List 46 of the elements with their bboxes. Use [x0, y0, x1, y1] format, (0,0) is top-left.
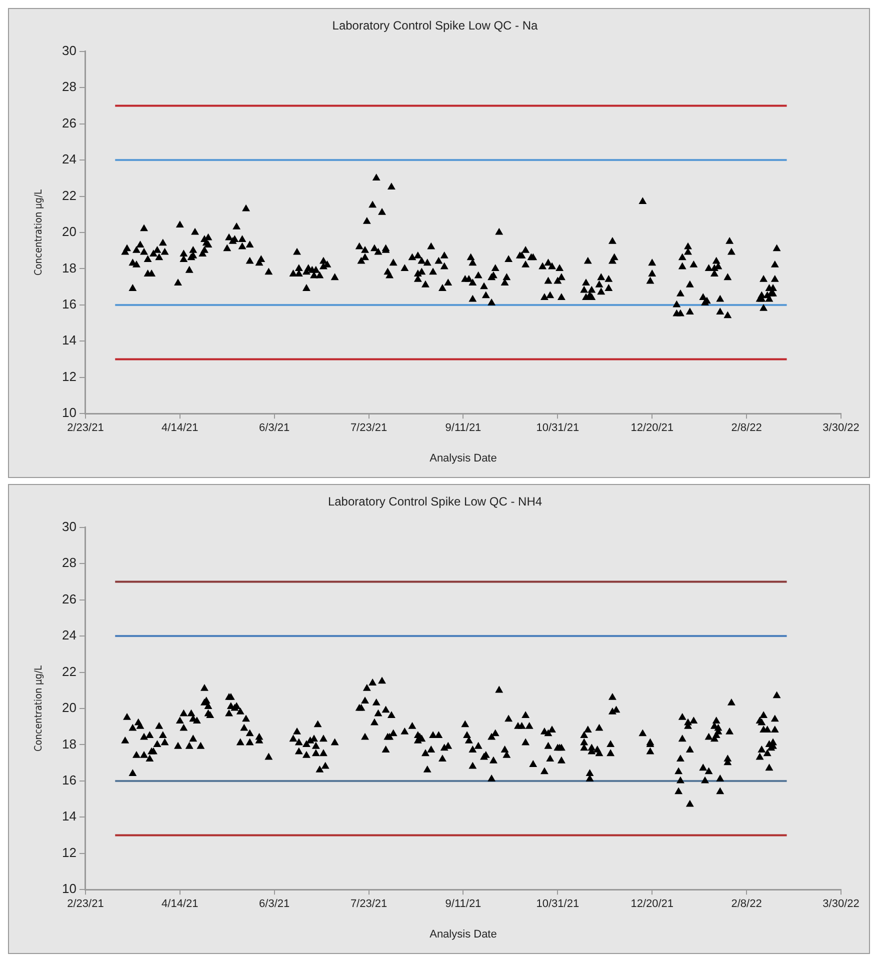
y-tick-label: 20: [62, 700, 76, 716]
y-tick-label: 18: [62, 260, 76, 276]
x-tick-label: 2/8/22: [731, 898, 762, 910]
x-tick-label: 10/31/21: [536, 422, 580, 434]
chart-title: Laboratory Control Spike Low QC - NH4: [328, 494, 542, 509]
y-tick-label: 28: [62, 79, 76, 94]
x-tick-label: 2/23/21: [67, 422, 104, 434]
x-tick-label: 12/20/21: [630, 422, 674, 434]
x-tick-label: 7/23/21: [350, 898, 388, 910]
y-tick-label: 28: [62, 555, 76, 570]
x-tick-label: 6/3/21: [259, 422, 290, 434]
x-tick-label: 12/20/21: [630, 898, 674, 910]
y-tick-label: 22: [62, 664, 76, 679]
y-tick-label: 16: [62, 296, 76, 312]
chart-title: Laboratory Control Spike Low QC - Na: [332, 18, 538, 33]
x-tick-label: 9/11/21: [445, 898, 482, 910]
y-tick-label: 26: [62, 591, 76, 606]
y-tick-label: 30: [62, 518, 76, 534]
y-tick-label: 24: [62, 152, 76, 167]
x-axis-title: Analysis Date: [430, 452, 497, 464]
x-tick-label: 3/30/22: [822, 898, 860, 910]
y-tick-label: 20: [62, 224, 76, 240]
x-tick-label: 9/11/21: [445, 422, 482, 434]
y-tick-label: 30: [62, 42, 76, 58]
y-axis-title: Concentration µg/L: [34, 666, 45, 752]
x-tick-label: 10/31/21: [536, 898, 580, 910]
y-tick-label: 22: [62, 188, 76, 203]
x-tick-label: 3/30/22: [822, 422, 860, 434]
x-tick-label: 7/23/21: [350, 422, 388, 434]
y-tick-label: 10: [62, 405, 76, 420]
y-tick-label: 24: [62, 628, 76, 643]
y-tick-label: 26: [62, 115, 76, 130]
x-tick-label: 2/23/21: [67, 898, 104, 910]
y-axis-title: Concentration µg/L: [34, 190, 45, 276]
x-axis-title: Analysis Date: [430, 928, 497, 940]
y-tick-label: 14: [62, 332, 76, 348]
y-tick-label: 12: [62, 844, 76, 860]
x-tick-label: 4/14/21: [162, 898, 198, 910]
y-tick-label: 14: [62, 808, 76, 824]
y-tick-label: 16: [62, 772, 76, 788]
y-tick-label: 10: [62, 881, 76, 896]
x-tick-label: 6/3/21: [259, 898, 290, 910]
y-tick-label: 12: [62, 368, 76, 384]
x-tick-label: 4/14/21: [162, 422, 198, 434]
y-tick-label: 18: [62, 736, 76, 752]
x-tick-label: 2/8/22: [731, 422, 762, 434]
